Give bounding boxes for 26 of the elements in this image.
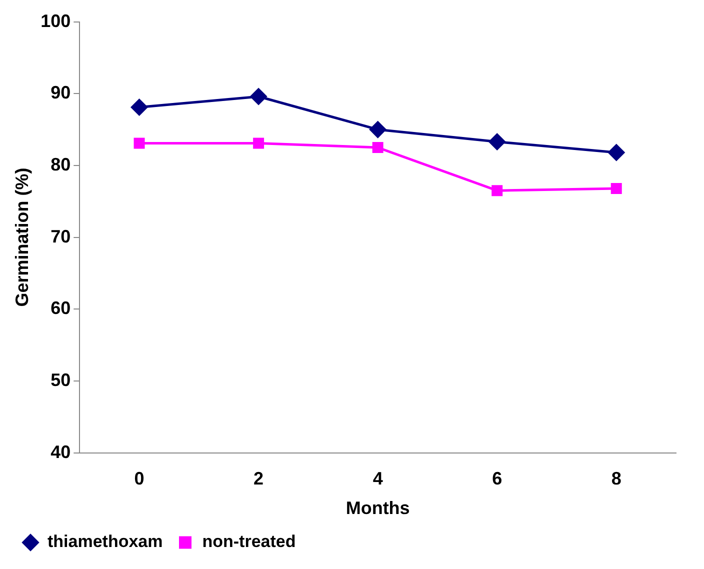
point xyxy=(372,142,384,153)
y-tick-label: 90 xyxy=(50,82,71,103)
point xyxy=(370,121,386,138)
point xyxy=(492,185,503,196)
x-tick-label: 4 xyxy=(372,468,383,489)
y-tick-label: 80 xyxy=(50,154,71,174)
y-tick-label: 40 xyxy=(50,442,71,462)
x-tick-label: 8 xyxy=(611,468,622,489)
y-axis-title: Germination (%) xyxy=(12,168,32,307)
x-tick-label: 6 xyxy=(492,468,502,489)
point xyxy=(610,182,622,194)
point xyxy=(253,138,264,149)
y-tick-label: 70 xyxy=(50,226,71,246)
point xyxy=(250,88,267,105)
x-axis-title: Months xyxy=(346,498,410,518)
point xyxy=(131,99,148,116)
x-tick-label: 0 xyxy=(134,468,144,489)
y-tick-label: 100 xyxy=(40,10,71,31)
y-tick-label: 50 xyxy=(50,370,71,390)
point xyxy=(608,144,625,161)
point xyxy=(488,134,506,150)
x-tick-label: 2 xyxy=(254,468,264,489)
y-tick-label: 60 xyxy=(50,298,71,318)
point xyxy=(134,138,145,149)
legend-label: thiamethoxam xyxy=(48,532,163,552)
legend-label: non-treated xyxy=(202,532,296,552)
